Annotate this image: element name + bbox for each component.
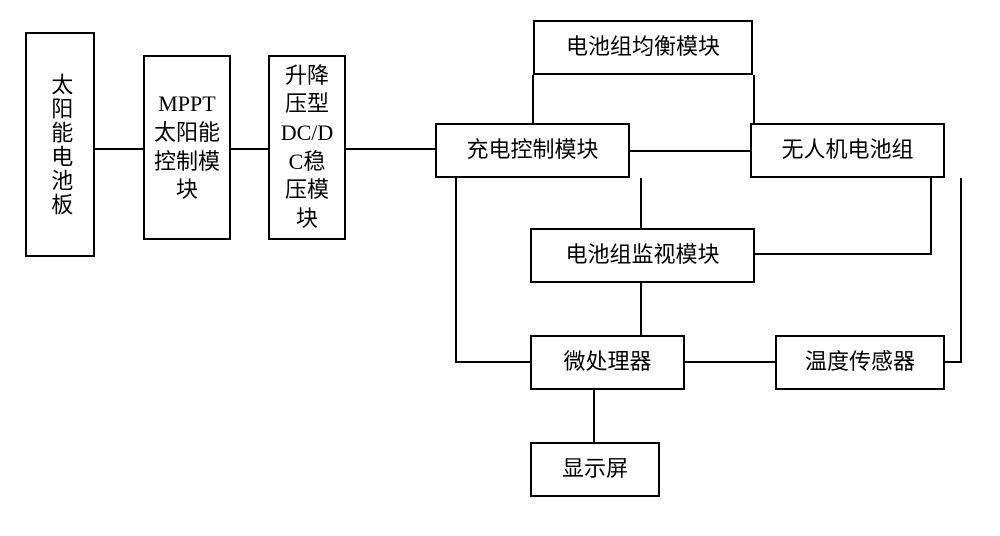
monitor-block: 电池组监视模块 — [530, 228, 755, 283]
charge-ctrl-label: 充电控制模块 — [466, 136, 598, 165]
temp-label: 温度传感器 — [805, 348, 915, 377]
dcdc-label: 升降压型DC/DC稳压模块 — [280, 62, 335, 234]
connector-line — [640, 178, 642, 228]
connector-line — [960, 178, 962, 363]
monitor-label: 电池组监视模块 — [565, 241, 719, 270]
mcu-block: 微处理器 — [530, 335, 685, 390]
mppt-block: MPPT太阳能控制模块 — [143, 55, 231, 240]
balance-block: 电池组均衡模块 — [533, 20, 753, 75]
connector-line — [685, 361, 775, 363]
charge-ctrl-block: 充电控制模块 — [435, 123, 630, 178]
display-label: 显示屏 — [562, 455, 628, 484]
battery-block: 无人机电池组 — [750, 123, 945, 178]
connector-line — [95, 148, 143, 150]
connector-line — [346, 148, 435, 150]
connector-line — [640, 283, 642, 335]
connector-line — [455, 361, 530, 363]
connector-line — [231, 148, 268, 150]
battery-label: 无人机电池组 — [781, 136, 913, 165]
display-block: 显示屏 — [530, 442, 660, 497]
solar-panel-block: 太阳能电池板 — [25, 32, 95, 257]
balance-label: 电池组均衡模块 — [566, 33, 720, 62]
mcu-label: 微处理器 — [563, 348, 651, 377]
connector-line — [455, 178, 457, 363]
temp-block: 温度传感器 — [775, 335, 945, 390]
connector-line — [945, 361, 962, 363]
connector-line — [593, 390, 595, 442]
connector-line — [755, 253, 932, 255]
mppt-label: MPPT太阳能控制模块 — [154, 90, 220, 204]
connector-line — [753, 75, 755, 123]
connector-line — [532, 75, 534, 123]
connector-line — [630, 150, 750, 152]
solar-panel-label: 太阳能电池板 — [46, 73, 75, 217]
dcdc-block: 升降压型DC/DC稳压模块 — [268, 55, 346, 240]
connector-line — [930, 178, 932, 255]
